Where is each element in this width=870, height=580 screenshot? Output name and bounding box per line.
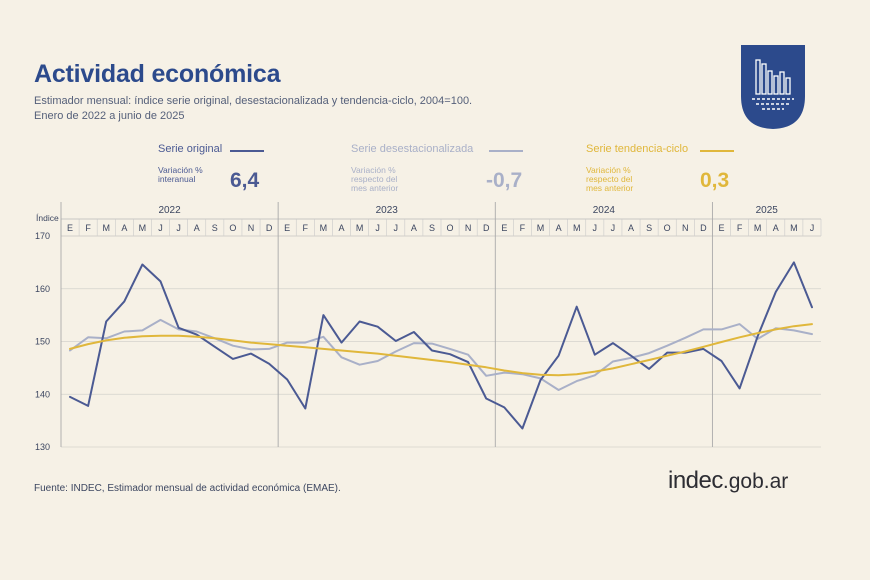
chart-subtitle: Estimador mensual: índice serie original…	[34, 95, 473, 107]
month-tick-label: D	[700, 223, 707, 233]
month-tick-label: F	[520, 223, 526, 233]
page-title: Actividad económica	[34, 60, 281, 88]
y-tick-label: 160	[35, 284, 50, 294]
year-label: 2024	[593, 205, 616, 216]
month-tick-label: A	[773, 223, 779, 233]
year-label: 2025	[756, 205, 779, 216]
month-tick-label: N	[248, 223, 255, 233]
y-tick-label: 140	[35, 389, 50, 399]
month-tick-label: M	[102, 223, 110, 233]
month-tick-label: A	[556, 223, 562, 233]
legend-trend-var-label: Variación % respecto del mes anterior	[586, 165, 634, 193]
legend-original-swatch	[230, 150, 264, 152]
legend-trend-swatch	[700, 150, 734, 152]
month-tick-label: E	[67, 223, 73, 233]
month-tick-label: J	[593, 223, 598, 233]
month-tick-label: O	[664, 223, 671, 233]
month-tick-label: A	[121, 223, 127, 233]
indec-shield-icon	[741, 45, 805, 129]
month-tick-label: N	[682, 223, 689, 233]
month-tick-label: S	[646, 223, 652, 233]
legend-desest-value: -0,7	[486, 169, 523, 192]
source-note: Fuente: INDEC, Estimador mensual de acti…	[34, 483, 341, 494]
month-tick-label: J	[810, 223, 815, 233]
month-tick-label: M	[139, 223, 147, 233]
y-tick-label: 130	[35, 442, 50, 452]
legend-trend-label: Serie tendencia-ciclo	[586, 143, 689, 155]
month-tick-label: F	[303, 223, 309, 233]
month-tick-label: M	[573, 223, 581, 233]
series-line-tendencia-ciclo	[69, 323, 813, 377]
chart-period: Enero de 2022 a junio de 2025	[34, 110, 185, 122]
month-tick-label: J	[176, 223, 181, 233]
y-tick-label: 150	[35, 337, 50, 347]
month-tick-label: S	[429, 223, 435, 233]
y-axis-label: Índice	[36, 213, 59, 223]
month-tick-label: M	[356, 223, 364, 233]
legend-trend-value: 0,3	[700, 169, 730, 192]
month-tick-label: E	[284, 223, 290, 233]
month-tick-label: M	[320, 223, 328, 233]
legend-desest-swatch	[489, 150, 523, 152]
month-tick-label: A	[411, 223, 417, 233]
month-tick-label: F	[737, 223, 743, 233]
month-tick-label: S	[212, 223, 218, 233]
series-line-original	[69, 261, 813, 430]
month-tick-label: M	[537, 223, 545, 233]
month-tick-label: O	[447, 223, 454, 233]
indec-brand-logo: indec.gob.ar	[668, 467, 789, 494]
month-tick-label: M	[754, 223, 762, 233]
legend-desest-label: Serie desestacionalizada	[351, 143, 474, 155]
month-tick-label: F	[85, 223, 91, 233]
month-tick-label: A	[628, 223, 634, 233]
legend-desest-var-label: Variación % respecto del mes anterior	[351, 165, 399, 193]
month-tick-label: D	[266, 223, 273, 233]
year-label: 2022	[158, 205, 181, 216]
year-label: 2023	[376, 205, 399, 216]
month-tick-label: M	[790, 223, 798, 233]
y-tick-label: 170	[35, 231, 50, 241]
month-tick-label: E	[718, 223, 724, 233]
month-tick-label: E	[501, 223, 507, 233]
month-tick-label: A	[194, 223, 200, 233]
legend-original-value: 6,4	[230, 169, 260, 192]
month-tick-label: J	[611, 223, 616, 233]
legend-original-var-label: Variación % interanual	[158, 165, 203, 184]
series-line-desestacionalizada	[69, 318, 813, 391]
month-tick-label: O	[229, 223, 236, 233]
month-tick-label: J	[158, 223, 163, 233]
month-tick-label: J	[394, 223, 399, 233]
month-tick-label: J	[375, 223, 380, 233]
month-tick-label: N	[465, 223, 472, 233]
legend-original-label: Serie original	[158, 143, 223, 155]
month-tick-label: A	[338, 223, 344, 233]
month-tick-label: D	[483, 223, 490, 233]
